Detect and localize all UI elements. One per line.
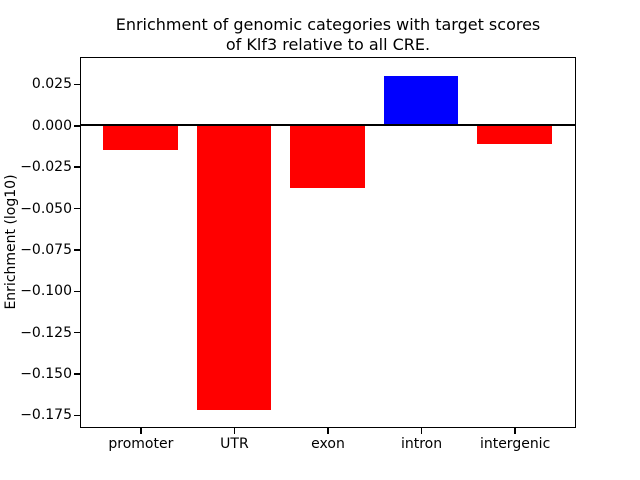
bar-UTR [196, 125, 272, 410]
y-tick-mark [74, 125, 80, 127]
y-tick-mark [74, 373, 80, 375]
plot-area [79, 56, 576, 428]
x-tick-label-UTR: UTR [220, 436, 249, 452]
y-tick-mark [74, 166, 80, 168]
y-tick-label: −0.175 [20, 407, 72, 424]
y-tick-mark [74, 207, 80, 210]
x-tick-label-intron: intron [400, 436, 443, 452]
y-tick-label: 0.025 [31, 76, 72, 93]
y-tick-mark [74, 83, 80, 86]
y-tick-label: −0.050 [20, 200, 72, 217]
y-tick-label: −0.150 [20, 366, 72, 383]
y-tick-label: −0.025 [20, 159, 72, 176]
x-tick-mark [140, 428, 142, 434]
y-tick-label: −0.100 [20, 283, 72, 300]
y-tick-label: 0.000 [31, 117, 72, 134]
x-tick-mark [420, 428, 423, 434]
y-tick-label: −0.075 [20, 241, 72, 258]
y-tick-mark [74, 249, 80, 251]
x-tick-label-promoter: promoter [108, 436, 174, 452]
bar-exon [290, 125, 365, 189]
bar-intergenic [477, 125, 553, 144]
chart-title-line-2: of Klf3 relative to all CRE. [225, 35, 431, 54]
chart-title-line-1: Enrichment of genomic categories with ta… [115, 15, 541, 34]
chart-title: Enrichment of genomic categories with ta… [81, 15, 575, 55]
zero-line [80, 124, 575, 127]
x-tick-mark [233, 428, 236, 434]
x-tick-mark [514, 428, 516, 434]
y-tick-label: −0.125 [20, 324, 72, 341]
bar-intron [383, 75, 459, 126]
y-tick-mark [74, 290, 80, 293]
bar-promoter [102, 125, 178, 151]
x-tick-mark [327, 428, 329, 434]
x-tick-label-intergenic: intergenic [479, 436, 551, 452]
x-tick-label-exon: exon [311, 436, 345, 452]
y-tick-mark [74, 414, 80, 417]
y-tick-mark [74, 331, 80, 334]
